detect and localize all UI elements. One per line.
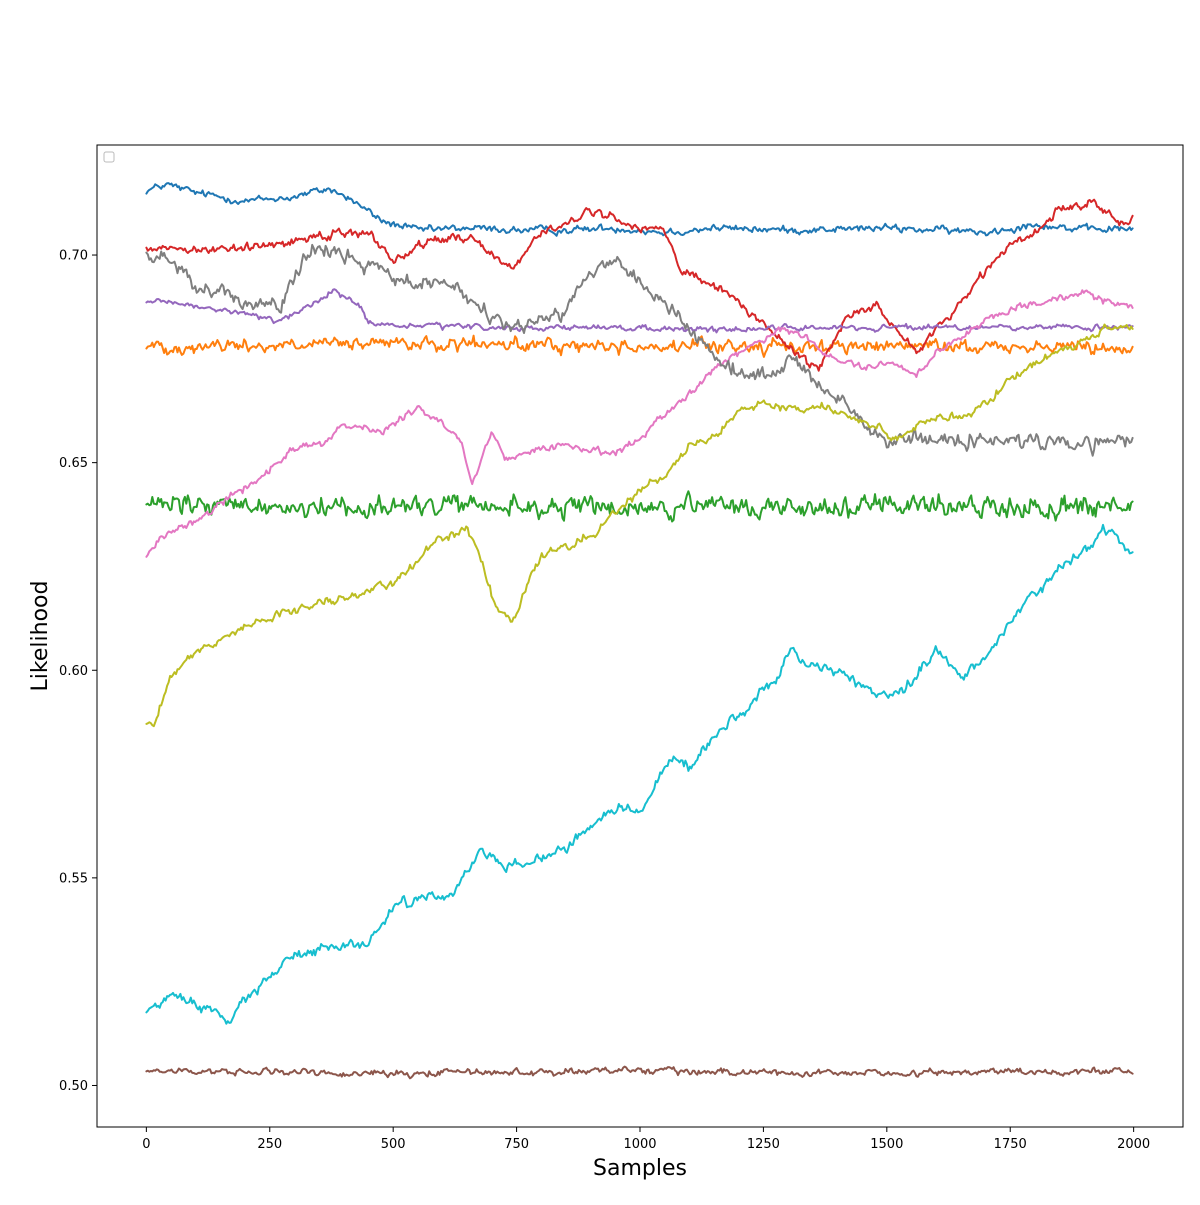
x-tick-label: 2000 (1117, 1137, 1150, 1152)
y-tick-label: 0.60 (59, 664, 88, 679)
series-line-3 (145, 490, 1134, 523)
y-tick-label: 0.55 (59, 871, 88, 886)
series-line-10 (145, 523, 1134, 1025)
x-tick-label: 1750 (994, 1137, 1027, 1152)
x-axis-ticks: 0 250 500 750 1000 1250 1500 1750 2000 (142, 1127, 1150, 1152)
y-tick-label: 0.50 (59, 1079, 88, 1094)
series-line-9 (145, 323, 1134, 728)
legend-box (103, 151, 115, 163)
y-tick-label: 0.70 (59, 249, 88, 264)
series-line-2 (145, 334, 1134, 358)
x-tick-label: 1500 (870, 1137, 903, 1152)
y-tick-label: 0.65 (59, 456, 88, 471)
series-line-4 (145, 198, 1134, 372)
x-tick-label: 250 (257, 1137, 282, 1152)
y-axis-label: Likelihood (28, 581, 53, 692)
x-axis-label: Samples (593, 1156, 687, 1181)
y-axis-ticks: 0.50 0.55 0.60 0.65 0.70 (59, 249, 97, 1094)
series-line-8 (145, 243, 1134, 457)
series-line-6 (145, 1065, 1134, 1080)
series-layer (145, 182, 1134, 1080)
plot-frame (96, 144, 1184, 1128)
x-tick-label: 500 (381, 1137, 406, 1152)
x-tick-label: 1250 (747, 1137, 780, 1152)
series-line-1 (145, 182, 1134, 237)
x-tick-label: 750 (504, 1137, 529, 1152)
x-tick-label: 1000 (623, 1137, 656, 1152)
series-line-5 (145, 288, 1134, 334)
x-tick-label: 0 (142, 1137, 150, 1152)
series-line-7 (145, 289, 1134, 558)
